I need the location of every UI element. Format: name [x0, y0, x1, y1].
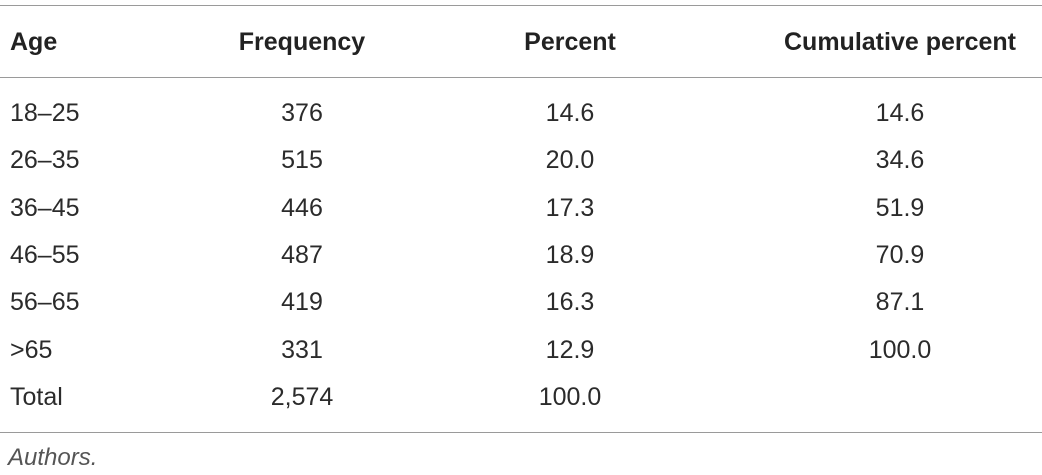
- table-cell: 20.0: [545, 146, 595, 175]
- table-cell: 34.6: [875, 146, 925, 175]
- table-cell: 419: [281, 288, 323, 317]
- table-cell: 100.0: [868, 335, 932, 364]
- table-cell: 87.1: [875, 288, 925, 317]
- table-cell: 18–25: [10, 99, 80, 127]
- table-cell: 18.9: [545, 240, 595, 269]
- header-cell: Percent: [524, 28, 616, 56]
- table-cell: 12.9: [545, 335, 595, 364]
- table-cell: 2,574: [270, 382, 334, 411]
- header-cell: Cumulative percent: [783, 28, 1017, 56]
- header-cell: Age: [10, 28, 58, 56]
- table-cell: 376: [281, 99, 323, 127]
- table-cell: Total: [10, 382, 63, 411]
- table-cell: 446: [281, 193, 323, 222]
- table-cell: 331: [281, 335, 323, 364]
- table-cell: 26–35: [10, 146, 80, 175]
- table-cell: 515: [281, 146, 323, 175]
- table-cell: 51.9: [875, 193, 925, 222]
- table-cell: 46–55: [10, 240, 80, 269]
- table-cell: 70.9: [875, 240, 925, 269]
- table-cell: 56–65: [10, 288, 80, 317]
- table-cell: 487: [281, 240, 323, 269]
- header-cell: Frequency: [238, 28, 366, 56]
- table-cell: 100.0: [538, 382, 602, 411]
- table-cell: 16.3: [545, 288, 595, 317]
- table-cell: 17.3: [545, 193, 595, 222]
- bottom-rule: [0, 432, 1042, 433]
- header-rule: [0, 77, 1042, 78]
- table-cell: 14.6: [545, 99, 595, 127]
- table-cell: >65: [10, 335, 53, 364]
- table-cell: 14.6: [875, 99, 925, 127]
- table-cell: 36–45: [10, 193, 80, 222]
- footnote: Authors.: [8, 444, 98, 471]
- top-rule: [0, 5, 1042, 6]
